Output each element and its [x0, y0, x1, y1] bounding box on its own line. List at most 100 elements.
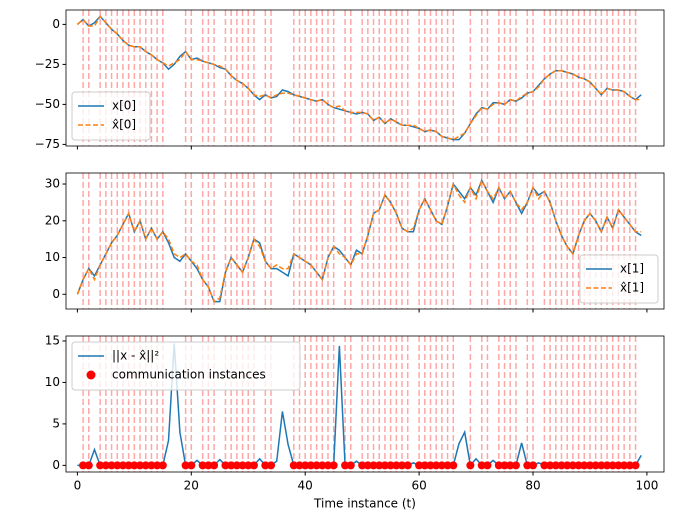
x-tick-label: 0	[74, 479, 82, 493]
communication-dot	[306, 461, 315, 470]
communication-dot	[585, 461, 594, 470]
communication-dot	[591, 461, 600, 470]
communication-dot	[500, 461, 509, 470]
communication-dot	[614, 461, 623, 470]
communication-dot	[210, 461, 219, 470]
communication-dot	[432, 461, 441, 470]
y-tick-label: 0	[52, 287, 60, 301]
communication-dot	[494, 461, 503, 470]
communication-dot	[147, 461, 156, 470]
communication-dot	[124, 461, 133, 470]
plot-area	[66, 10, 664, 146]
communication-dot	[198, 461, 207, 470]
communication-dot	[443, 461, 452, 470]
communication-dot	[312, 461, 321, 470]
axes-frame	[65, 172, 665, 310]
x-tick-label: 20	[184, 479, 199, 493]
communication-dot	[113, 461, 122, 470]
communication-dot	[244, 461, 253, 470]
communication-dot	[329, 461, 338, 470]
communication-dot	[574, 461, 583, 470]
communication-dot	[358, 461, 367, 470]
communication-dot	[506, 461, 515, 470]
legend-box	[71, 91, 151, 141]
communication-dot	[232, 461, 241, 470]
legend-box	[579, 254, 659, 304]
y-tick-label: 0	[52, 17, 60, 31]
communication-dot	[540, 461, 549, 470]
communication-dot	[529, 461, 538, 470]
y-tick-label: 0	[52, 458, 60, 472]
plot-area	[66, 173, 664, 309]
communication-dot	[187, 461, 196, 470]
communication-dot	[392, 461, 401, 470]
y-tick-label: 5	[52, 416, 60, 430]
communication-dot	[249, 461, 258, 470]
communication-dot	[363, 461, 372, 470]
communication-dot	[227, 461, 236, 470]
communication-dot	[136, 461, 145, 470]
communication-dot	[568, 461, 577, 470]
x-tick-label: 60	[411, 479, 426, 493]
communication-dot	[511, 461, 520, 470]
communication-dot	[375, 461, 384, 470]
communication-dot	[523, 461, 532, 470]
communication-dot	[608, 461, 617, 470]
communication-dot	[141, 461, 150, 470]
communication-dot	[181, 461, 190, 470]
y-tick-label: −75	[35, 137, 60, 151]
communication-dot	[437, 461, 446, 470]
communication-dot	[221, 461, 230, 470]
legend-label: ||x - x̂||²	[112, 349, 159, 363]
y-tick-label: 15	[45, 333, 60, 347]
series-line	[76, 178, 642, 303]
legend-label: x̂[1]	[620, 281, 644, 295]
communication-dot	[398, 461, 407, 470]
legend-marker	[86, 370, 96, 380]
communication-dot	[631, 461, 640, 470]
communication-dot	[289, 461, 298, 470]
axes-frame	[65, 9, 665, 147]
communication-dot	[449, 461, 458, 470]
communication-dot	[107, 461, 116, 470]
y-tick-label: 30	[45, 177, 60, 191]
communication-dot	[238, 461, 247, 470]
communication-dot	[551, 461, 560, 470]
communication-dot	[620, 461, 629, 470]
communication-dot	[295, 461, 304, 470]
communication-dot	[625, 461, 634, 470]
communication-dot	[420, 461, 429, 470]
communication-dot	[101, 461, 110, 470]
legend-label: communication instances	[112, 368, 266, 382]
communication-dot	[267, 461, 276, 470]
x-axis-label: Time instance (t)	[313, 497, 416, 511]
communication-dot	[79, 461, 88, 470]
legend-label: x̂[0]	[112, 118, 136, 132]
communication-dot	[563, 461, 572, 470]
communication-dot	[557, 461, 566, 470]
communication-dot	[466, 461, 475, 470]
communication-dot	[603, 461, 612, 470]
communication-dot	[323, 461, 332, 470]
communication-dot	[118, 461, 127, 470]
communication-dot	[153, 461, 162, 470]
y-tick-label: −25	[35, 57, 60, 71]
legend-label: x[1]	[620, 262, 644, 276]
communication-dot	[483, 461, 492, 470]
communication-dot	[158, 461, 167, 470]
communication-dot	[597, 461, 606, 470]
communication-dot	[301, 461, 310, 470]
communication-dot	[369, 461, 378, 470]
y-tick-label: 10	[45, 250, 60, 264]
series-line	[76, 15, 642, 141]
communication-dot	[380, 461, 389, 470]
communication-dot	[341, 461, 350, 470]
x-tick-label: 40	[298, 479, 313, 493]
communication-dot	[96, 461, 105, 470]
communication-dot	[261, 461, 270, 470]
x-tick-label: 80	[525, 479, 540, 493]
communication-dot	[346, 461, 355, 470]
axes-frame	[65, 335, 665, 473]
communication-dot	[403, 461, 412, 470]
